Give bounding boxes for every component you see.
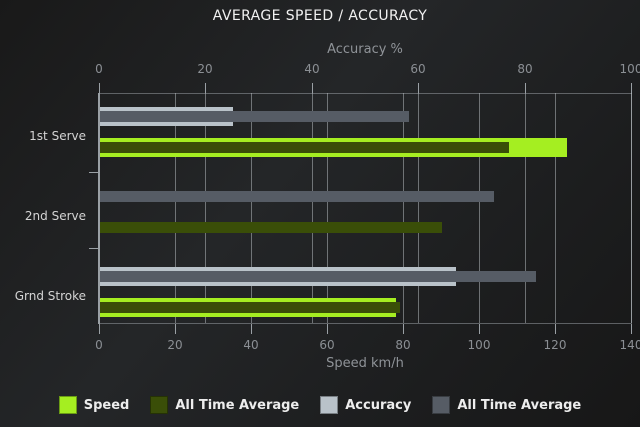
top-axis-tick [525, 83, 526, 93]
plot-bottom-border [98, 323, 632, 324]
legend-swatch-0 [58, 396, 77, 414]
bottom-axis-tick [251, 324, 252, 334]
top-axis-gridline [525, 93, 526, 323]
bottom-axis-gridline [479, 93, 480, 323]
top-axis-tick [99, 83, 100, 93]
bottom-axis-tick [555, 324, 556, 334]
bottom-axis-tick [175, 324, 176, 334]
top-axis-tick [312, 83, 313, 93]
bar-accuracy-overlay-grnd-stroke [100, 271, 536, 282]
category-label: 1st Serve [29, 129, 86, 143]
bottom-axis-gridline [327, 93, 328, 323]
bottom-axis-tick-label: 140 [619, 338, 640, 352]
bottom-axis-tick-label: 80 [395, 338, 411, 352]
top-axis-gridline [312, 93, 313, 323]
bottom-axis-tick [327, 324, 328, 334]
legend-item-speed-main[interactable]: Speed [58, 396, 130, 414]
bottom-axis-tick-label: 0 [95, 338, 103, 352]
top-axis-tick [631, 83, 632, 93]
legend: Speed All Time Average Accuracy All Time Av… [0, 396, 640, 414]
bar-speed-overlay-1st-serve [100, 142, 509, 153]
legend-item-accuracy-overlay[interactable]: All Time Average [432, 396, 581, 414]
category-divider-tick [89, 248, 99, 249]
bar-accuracy-overlay-1st-serve [100, 111, 409, 122]
legend-label: All Time Average [457, 397, 582, 413]
bottom-axis-tick [479, 324, 480, 334]
left-axis-line [98, 93, 100, 324]
bottom-axis-title: Speed km/h [326, 356, 404, 371]
legend-label: Speed [83, 397, 130, 413]
bottom-axis-tick-label: 20 [167, 338, 183, 352]
legend-label: All Time Average [175, 397, 300, 413]
bottom-axis-gridline [175, 93, 176, 323]
legend-swatch-1 [150, 396, 169, 414]
top-axis-tick-label: 60 [410, 62, 426, 76]
chart-title: AVERAGE SPEED / ACCURACY [212, 8, 428, 24]
top-axis-tick-label: 20 [197, 62, 213, 76]
legend-label: Accuracy [345, 397, 412, 413]
top-axis-tick-label: 100 [619, 62, 640, 76]
bottom-axis-tick [403, 324, 404, 334]
bar-speed-overlay-2nd-serve [100, 222, 442, 233]
legend-item-accuracy-main[interactable]: Accuracy [320, 396, 411, 414]
top-axis-tick [418, 83, 419, 93]
bottom-axis-tick-label: 40 [243, 338, 259, 352]
top-axis-tick-label: 80 [517, 62, 533, 76]
bottom-axis-gridline [631, 93, 632, 323]
top-axis-title: Accuracy % [327, 42, 403, 57]
category-divider-tick [89, 172, 99, 173]
top-axis-gridline [631, 93, 632, 323]
legend-item-speed-overlay[interactable]: All Time Average [150, 396, 299, 414]
top-axis-gridline [205, 93, 206, 323]
plot-top-border [98, 93, 632, 94]
bar-speed-overlay-grnd-stroke [100, 302, 400, 313]
bottom-axis-tick-label: 100 [467, 338, 491, 352]
bottom-axis-tick-label: 60 [319, 338, 335, 352]
bottom-axis-gridline [555, 93, 556, 323]
top-axis-tick [205, 83, 206, 93]
top-axis-gridline [418, 93, 419, 323]
category-label: Grnd Stroke [14, 289, 86, 303]
top-axis-tick-label: 40 [304, 62, 320, 76]
bar-accuracy-overlay-2nd-serve [100, 191, 494, 202]
bottom-axis-tick-label: 120 [543, 338, 567, 352]
bottom-axis-gridline [403, 93, 404, 323]
bottom-axis-tick [631, 324, 632, 334]
legend-swatch-3 [432, 396, 451, 414]
top-axis-tick-label: 0 [95, 62, 103, 76]
category-label: 2nd Serve [24, 209, 86, 223]
bottom-axis-gridline [251, 93, 252, 323]
legend-swatch-2 [320, 396, 339, 414]
bottom-axis-tick [99, 324, 100, 334]
